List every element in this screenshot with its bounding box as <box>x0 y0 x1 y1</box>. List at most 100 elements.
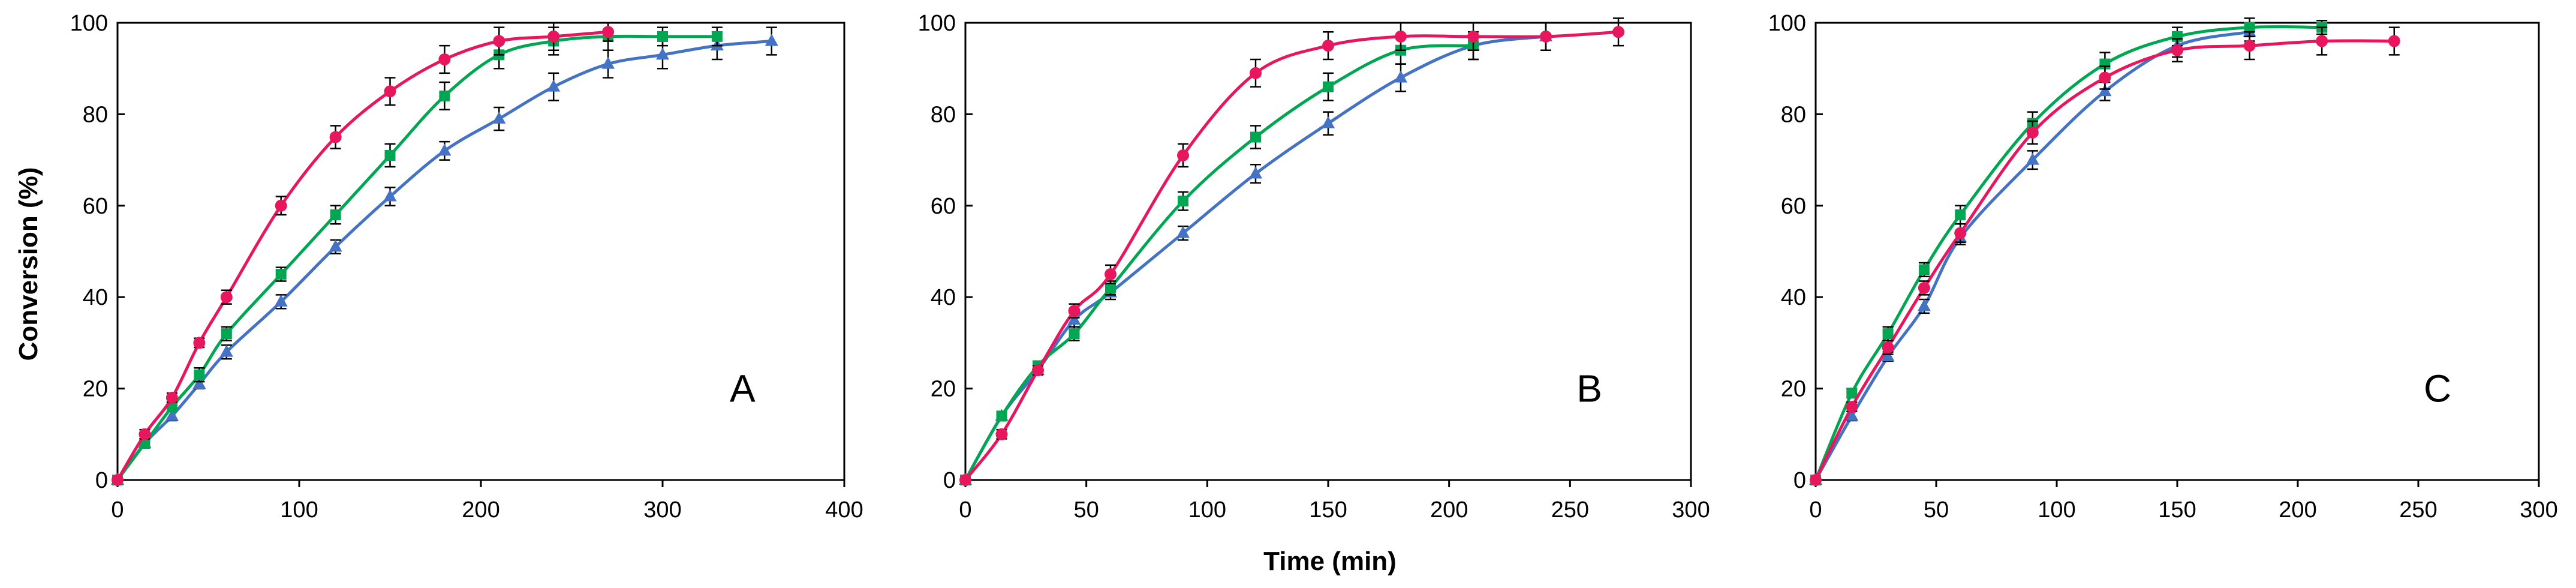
panel-label: A <box>730 367 756 410</box>
y-tick-label: 0 <box>95 468 108 493</box>
data-point-green <box>1178 196 1188 207</box>
y-tick-label: 40 <box>931 285 956 310</box>
series-line-blue <box>1814 30 2250 481</box>
data-point-pink <box>275 199 287 212</box>
series-line-green <box>1814 25 2322 481</box>
x-tick-label: 100 <box>1188 497 1226 523</box>
chart-panel-b: 0 20 40 60 80 100 0 50 100 150 200 250 300 B <box>918 11 1710 523</box>
series-pink <box>112 22 615 486</box>
series-blue <box>1809 22 2256 485</box>
data-point-pink <box>1467 30 1479 43</box>
series-pink <box>959 17 1624 486</box>
y-tick-label: 60 <box>1781 194 1806 219</box>
data-point-pink <box>2171 44 2183 56</box>
x-tick-label: 100 <box>280 497 318 523</box>
x-tick-label: 250 <box>1551 497 1589 523</box>
series-line-pink <box>964 30 1619 481</box>
x-tick-label: 0 <box>111 497 124 523</box>
data-point-pink <box>2243 40 2256 52</box>
x-tick-label: 300 <box>1672 497 1710 523</box>
x-tick-label: 200 <box>462 497 499 523</box>
x-tick-label: 150 <box>1309 497 1347 523</box>
data-point-pink <box>1918 281 1930 294</box>
data-point-pink <box>139 428 151 440</box>
data-point-pink <box>220 291 233 304</box>
data-point-pink <box>1846 401 1858 413</box>
data-point-blue <box>492 112 506 124</box>
data-point-blue <box>274 294 288 307</box>
data-point-blue <box>1067 313 1081 325</box>
y-tick-label: 100 <box>918 11 956 36</box>
data-point-green <box>2244 22 2255 33</box>
data-point-pink <box>438 53 451 65</box>
data-point-pink <box>1068 305 1081 317</box>
data-point-pink <box>1612 26 1624 38</box>
data-point-pink <box>329 131 342 143</box>
panel-label: B <box>1576 367 1602 410</box>
y-tick-label: 60 <box>83 194 108 219</box>
plot-frame <box>1814 22 2540 481</box>
data-point-pink <box>2026 126 2039 139</box>
y-tick-label: 100 <box>70 11 108 36</box>
data-point-pink <box>384 85 396 98</box>
series-line-pink <box>1814 39 2394 481</box>
data-point-pink <box>602 26 615 38</box>
x-tick-label: 0 <box>1809 497 1822 523</box>
series-green <box>112 22 723 485</box>
series-green <box>1810 17 2328 485</box>
y-tick-label: 40 <box>83 285 108 310</box>
y-tick-label: 20 <box>83 377 108 402</box>
data-point-blue <box>2098 84 2112 97</box>
x-axis-title: Time (min) <box>1263 547 1397 576</box>
y-tick-label: 80 <box>1781 102 1806 127</box>
data-point-blue <box>765 34 778 46</box>
data-point-pink <box>1322 40 1334 52</box>
data-point-blue <box>1845 409 1859 421</box>
data-point-pink <box>193 337 206 349</box>
data-point-pink <box>1540 30 1552 43</box>
x-tick-label: 300 <box>2520 497 2557 523</box>
series-line-blue <box>964 35 1546 481</box>
data-point-pink <box>1105 268 1117 281</box>
data-point-pink <box>1395 30 1407 43</box>
data-point-green <box>221 328 232 340</box>
data-point-green <box>1955 209 1966 221</box>
data-point-pink <box>1250 67 1262 79</box>
data-point-pink <box>1810 474 1822 486</box>
data-point-blue <box>1394 70 1407 83</box>
data-point-blue <box>2026 152 2039 165</box>
data-point-blue <box>1881 349 1895 362</box>
data-point-green <box>1105 282 1116 293</box>
data-point-green <box>1323 81 1334 92</box>
data-point-green <box>996 410 1007 422</box>
data-point-pink <box>1177 149 1189 161</box>
x-tick-label: 50 <box>1074 497 1099 523</box>
series-line-green <box>964 44 1474 481</box>
panel-label: C <box>2424 367 2451 410</box>
x-tick-label: 300 <box>643 497 681 523</box>
chart-panel-c: 0 20 40 60 80 100 0 50 100 150 200 250 300 C <box>1768 11 2558 523</box>
y-tick-label: 80 <box>931 102 956 127</box>
data-point-blue <box>329 239 342 252</box>
x-tick-label: 200 <box>1430 497 1468 523</box>
data-point-pink <box>1032 364 1044 377</box>
data-point-green <box>330 209 341 221</box>
data-point-blue <box>656 47 669 60</box>
data-point-pink <box>1882 341 1894 354</box>
x-tick-label: 150 <box>2158 497 2196 523</box>
data-point-blue <box>547 79 561 92</box>
x-tick-label: 0 <box>959 497 971 523</box>
data-point-blue <box>192 376 206 389</box>
y-tick-label: 100 <box>1768 11 1806 36</box>
data-point-blue <box>383 189 397 202</box>
data-point-pink <box>547 30 560 43</box>
data-point-pink <box>1954 227 1967 239</box>
series-line-green <box>116 34 717 481</box>
data-point-pink <box>959 474 971 486</box>
data-point-green <box>1069 328 1080 340</box>
data-point-pink <box>2388 35 2400 47</box>
data-point-green <box>1846 388 1858 399</box>
y-tick-label: 60 <box>931 194 956 219</box>
y-tick-label: 20 <box>931 377 956 402</box>
